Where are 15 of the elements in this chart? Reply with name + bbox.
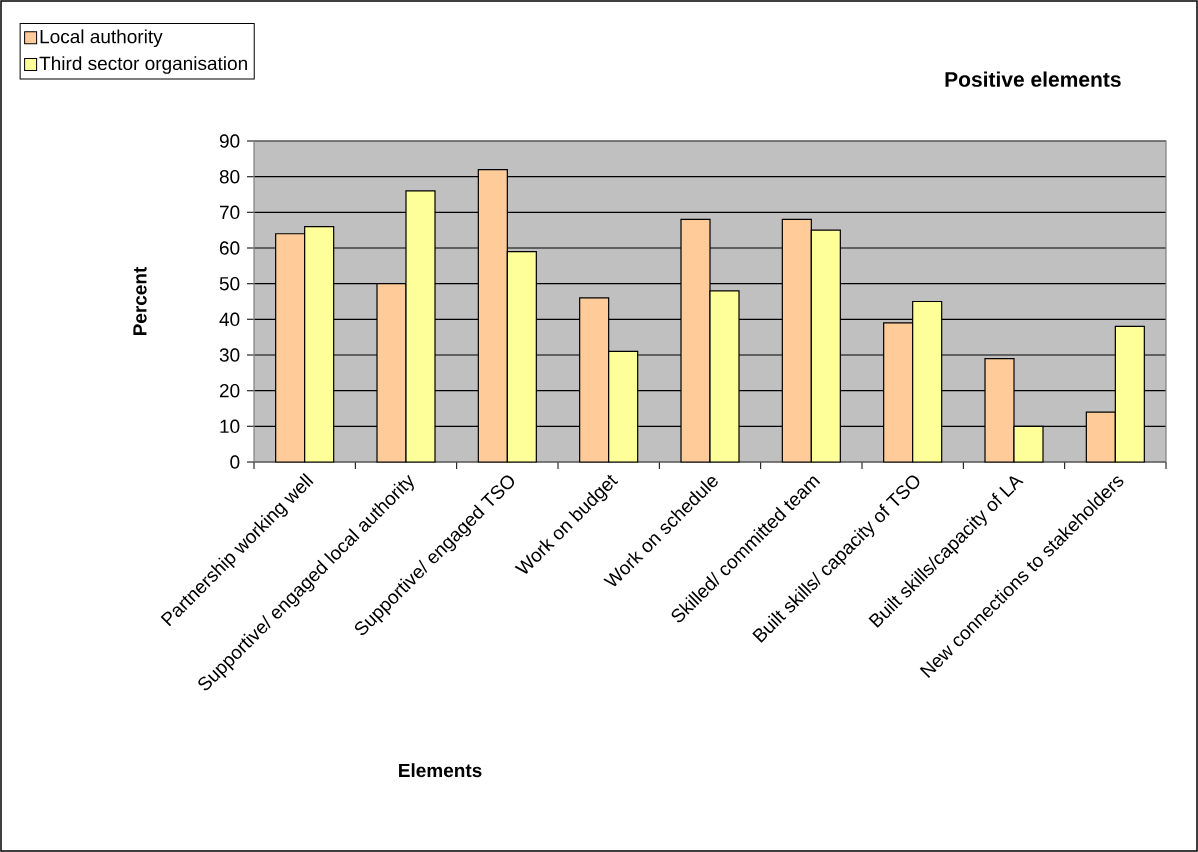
chart-title: Positive elements — [945, 71, 1121, 87]
y-tick-label: 70 — [219, 205, 240, 220]
y-tick-label: 90 — [219, 134, 240, 148]
y-tick-label: 60 — [219, 241, 240, 255]
y-tick-label: 10 — [220, 419, 240, 434]
legend-label: Local authority — [40, 29, 163, 48]
y-tick-label: 40 — [219, 312, 240, 327]
y-tick-label: 0 — [230, 455, 240, 469]
legend-label: Third sector organisation — [39, 56, 247, 74]
y-tick-label: 80 — [219, 169, 240, 184]
y-tick-label: 30 — [219, 348, 240, 362]
y-tick-label: 20 — [219, 383, 240, 398]
y-axis-title: Percent — [133, 266, 147, 336]
y-tick-label: 50 — [219, 276, 240, 291]
x-axis-title: Elements — [399, 763, 482, 778]
